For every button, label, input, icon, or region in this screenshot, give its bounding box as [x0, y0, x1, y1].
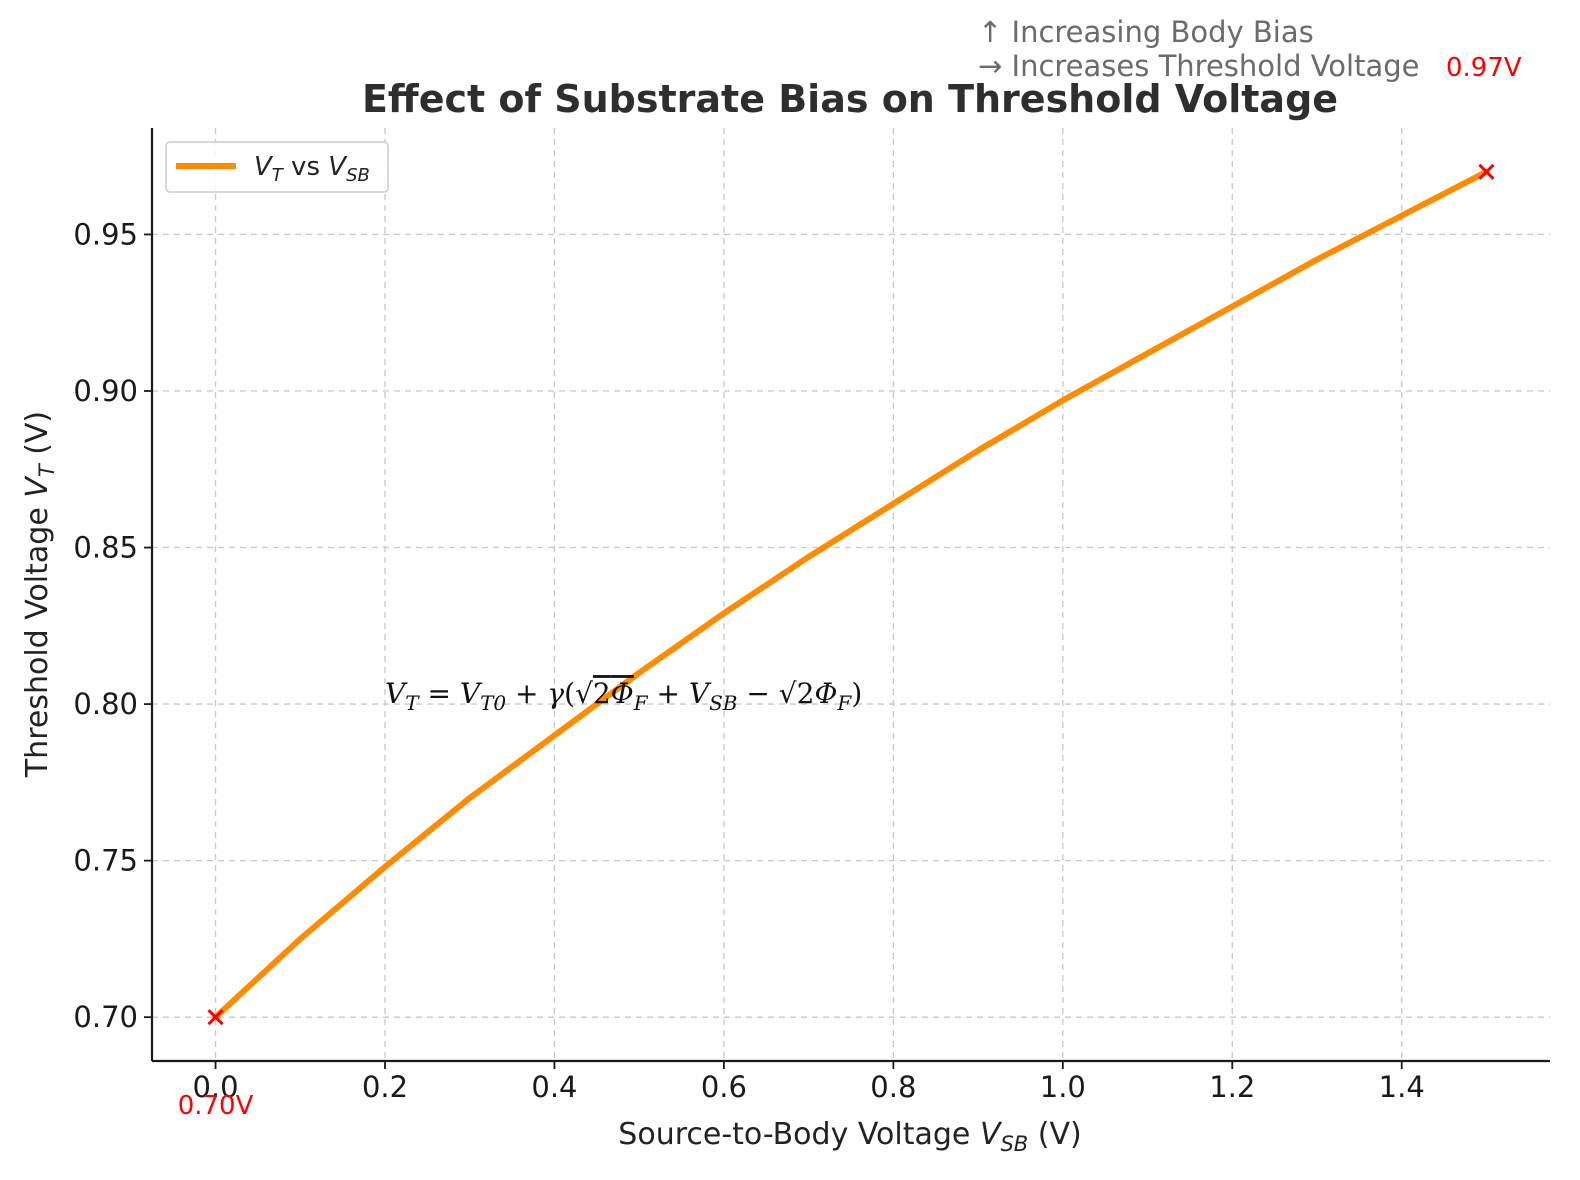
marker-label-end: 0.97V: [1446, 53, 1522, 83]
x-axis-label-main: Source-to-Body Voltage: [618, 1117, 980, 1152]
legend-box: [165, 141, 389, 193]
x-tick-label: 1.2: [1209, 1070, 1255, 1104]
x-tick-label: 0.8: [870, 1070, 916, 1104]
tick-layer: 0.0 0.2 0.4 0.6 0.8 1.0 1.2 1.4 0.70 0.75 0.80 0.85…: [73, 217, 1424, 1104]
y-tick-label: 0.75: [73, 844, 138, 878]
y-axis-label: Threshold Voltage VT (V): [20, 411, 59, 778]
marker-label-start: 0.70V: [178, 1091, 254, 1121]
x-axis-label: Source-to-Body Voltage VSB (V): [618, 1117, 1081, 1156]
legend-entry: VT vs VSB: [254, 152, 370, 186]
x-tick-label: 0.0: [192, 1070, 238, 1104]
y-axis-label-subscript: T: [35, 462, 59, 477]
y-tick-label: 0.70: [73, 1000, 138, 1034]
marker-x-stroke: [207, 1009, 224, 1026]
x-axis-label-symbol: V: [980, 1117, 1003, 1152]
x-tick-label: 0.4: [531, 1070, 577, 1104]
legend-mid: vs: [283, 152, 328, 182]
x-axis-label-unit: (V): [1028, 1117, 1081, 1152]
marker-x-stroke: [1478, 163, 1495, 180]
y-axis-label-symbol: V: [20, 475, 55, 498]
y-axis-label-unit: (V): [20, 411, 55, 464]
marker-layer: 0.70V 0.97V: [178, 53, 1522, 1121]
legend-sub-1: T: [272, 165, 285, 186]
series-layer: [212, 168, 1490, 1021]
grid-layer: [152, 128, 1550, 1061]
y-tick-label: 0.90: [73, 374, 138, 408]
x-tick-label: 1.4: [1379, 1070, 1425, 1104]
y-axis-label-main: Threshold Voltage: [20, 498, 55, 778]
note-line-1: ↑ Increasing Body Bias: [978, 15, 1314, 49]
y-tick-label: 0.80: [73, 687, 138, 721]
legend-sym-2: V: [328, 152, 348, 182]
x-tick-label: 1.0: [1040, 1070, 1086, 1104]
legend: VT vs VSB: [165, 141, 389, 193]
y-tick-label: 0.95: [73, 217, 138, 251]
legend-sub-2: SB: [346, 165, 370, 186]
chart-title: Effect of Substrate Bias on Threshold Vo…: [362, 77, 1338, 121]
svg-text:VT = VT0 + γ(√2ΦF + VSB − √2ΦF: VT = VT0 + γ(√2ΦF + VSB − √2ΦF): [385, 677, 862, 715]
formula-annotation: VT = VT0 + γ(√2ΦF + VSB − √2ΦF): [385, 677, 862, 715]
series-line: [212, 168, 1490, 1021]
x-tick-label: 0.6: [701, 1070, 747, 1104]
y-tick-label: 0.85: [73, 531, 138, 565]
x-axis-label-subscript: SB: [1000, 1132, 1028, 1156]
legend-sym-1: V: [254, 152, 274, 182]
note-line-2: → Increases Threshold Voltage: [978, 49, 1420, 83]
x-tick-label: 0.2: [362, 1070, 408, 1104]
